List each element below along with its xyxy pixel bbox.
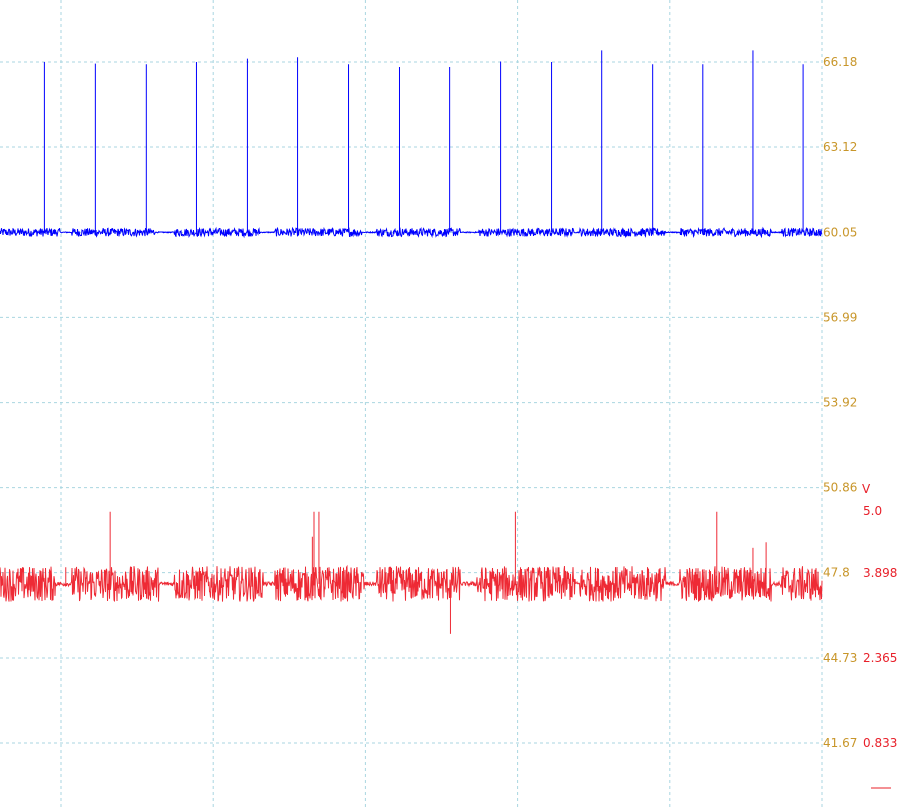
left-tick-label: 63.12 [823,140,857,154]
right-tick-label: 3.898 [863,566,897,580]
left-tick-label: 50.86 [823,481,857,495]
grid [0,0,823,808]
right-tick-label: 2.365 [863,651,897,665]
left-tick-label: 41.67 [823,736,857,750]
right-axis: 5.0 3.898 2.365 0.833 [863,504,897,750]
right-tick-label: 5.0 [863,504,882,518]
series-layer [0,50,823,634]
left-tick-label: 47.8 [823,566,850,580]
left-axis: 66.18 63.12 60.05 56.99 53.92 50.86 47.8 44.73 4… [823,55,857,750]
left-tick-label: 66.18 [823,55,857,69]
series-0-trace [0,226,823,239]
left-tick-label: 56.99 [823,310,857,324]
series-1-trace [0,564,823,603]
left-tick-label: 53.92 [823,396,857,410]
right-axis-unit: V [862,482,871,496]
left-tick-label: 44.73 [823,651,857,665]
left-tick-label: 60.05 [823,225,857,239]
right-tick-label: 0.833 [863,736,897,750]
